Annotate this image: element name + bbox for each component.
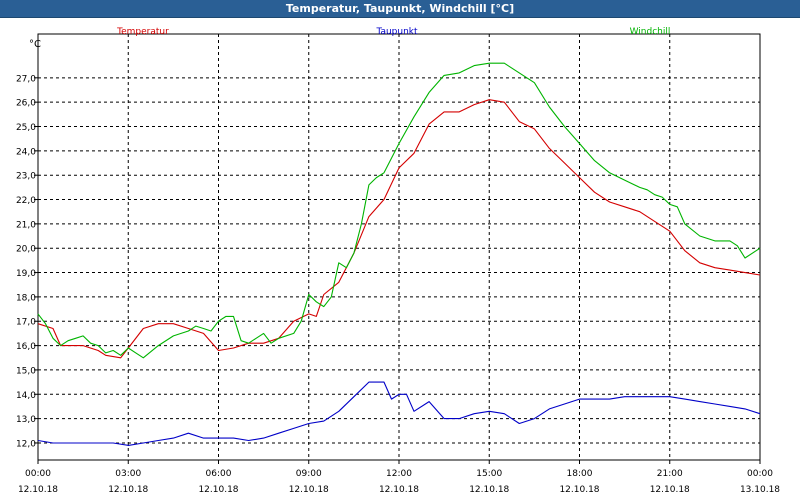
x-tick-time-label: 00:00 <box>747 469 773 479</box>
legend-item-taupunkt: Taupunkt <box>375 27 418 37</box>
y-tick-label: 16,0 <box>16 342 36 352</box>
y-tick-label: 17,0 <box>16 318 36 328</box>
y-tick-label: 18,0 <box>16 293 36 303</box>
x-tick-time-label: 21:00 <box>657 469 683 479</box>
y-tick-label: 27,0 <box>16 74 36 84</box>
x-tick-time-label: 12:00 <box>386 469 412 479</box>
x-tick-time-label: 18:00 <box>567 469 593 479</box>
y-tick-label: 19,0 <box>16 269 36 279</box>
x-tick-date-label: 12.10.18 <box>289 485 329 495</box>
legend: Temperatur Taupunkt Windchill <box>116 27 670 37</box>
legend-item-windchill: Windchill <box>630 27 671 37</box>
grid-lines <box>38 34 760 460</box>
y-tick-label: 25,0 <box>16 123 36 133</box>
y-axis-ticks: 12,0 13,0 14,0 15,0 16,0 17,0 18,0 19,0 20,0 21,0… <box>16 74 38 449</box>
series-line-temperatur <box>37 99 761 359</box>
y-tick-label: 20,0 <box>16 245 36 255</box>
chart-area: 12,0 13,0 14,0 15,0 16,0 17,0 18,0 19,0 20,0 21,0… <box>0 18 800 500</box>
y-tick-label: 21,0 <box>16 220 36 230</box>
window-title: Temperatur, Taupunkt, Windchill [°C] <box>0 0 800 18</box>
y-tick-label: 15,0 <box>16 366 36 376</box>
y-tick-label: 12,0 <box>16 439 36 449</box>
series-layer <box>37 62 761 446</box>
x-axis-ticks: 00:00 12.10.18 03:00 12.10.18 06:00 12.10.18 0… <box>18 460 780 495</box>
x-tick-date-label: 12.10.18 <box>198 485 238 495</box>
x-tick-date-label: 12.10.18 <box>108 485 148 495</box>
x-tick-time-label: 06:00 <box>206 469 232 479</box>
y-tick-label: 13,0 <box>16 415 36 425</box>
x-tick-date-label: 12.10.18 <box>650 485 690 495</box>
x-tick-time-label: 03:00 <box>115 469 141 479</box>
x-tick-time-label: 09:00 <box>296 469 322 479</box>
x-tick-date-label: 12.10.18 <box>18 485 58 495</box>
x-tick-date-label: 12.10.18 <box>559 485 599 495</box>
line-chart: 12,0 13,0 14,0 15,0 16,0 17,0 18,0 19,0 20,0 21,0… <box>16 27 780 495</box>
series-line-taupunkt <box>37 381 761 446</box>
legend-item-temperatur: Temperatur <box>116 27 169 37</box>
y-tick-label: 24,0 <box>16 147 36 157</box>
y-axis-unit-label: °C <box>29 39 41 50</box>
x-tick-date-label: 12.10.18 <box>379 485 419 495</box>
x-tick-time-label: 00:00 <box>25 469 51 479</box>
y-tick-label: 22,0 <box>16 196 36 206</box>
x-tick-date-label: 13.10.18 <box>740 485 780 495</box>
y-tick-label: 26,0 <box>16 99 36 109</box>
y-tick-label: 14,0 <box>16 391 36 401</box>
series-line-windchill <box>37 62 761 359</box>
y-tick-label: 23,0 <box>16 172 36 182</box>
x-tick-date-label: 12.10.18 <box>469 485 509 495</box>
x-tick-time-label: 15:00 <box>476 469 502 479</box>
